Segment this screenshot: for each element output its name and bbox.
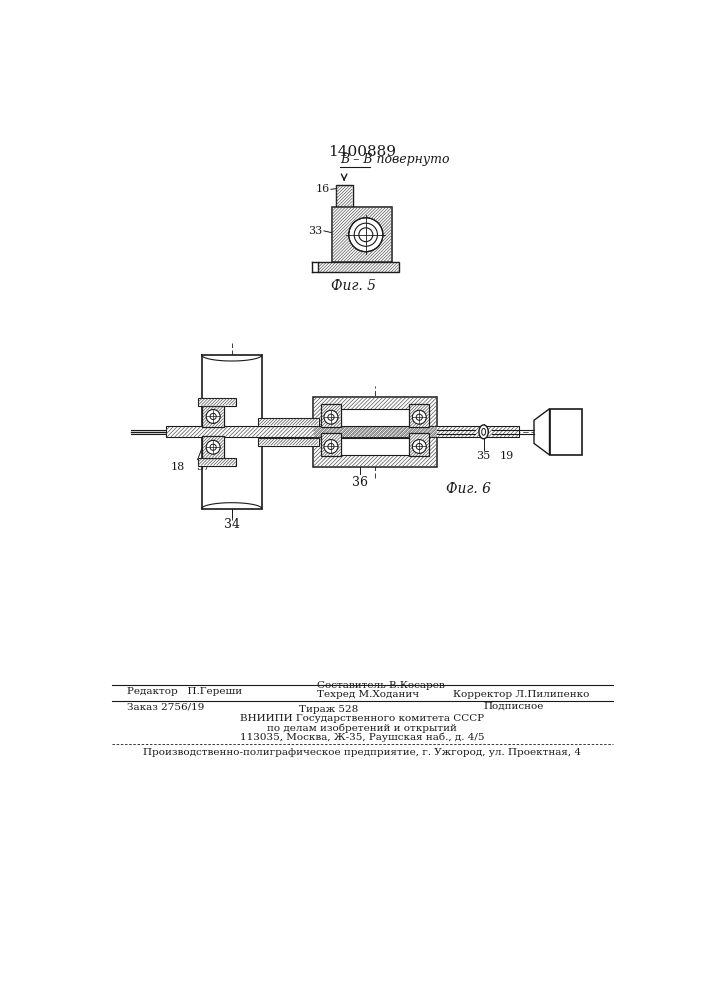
Circle shape xyxy=(324,440,338,453)
Ellipse shape xyxy=(481,428,486,435)
Bar xyxy=(202,406,224,427)
Text: ВНИИПИ Государственного комитета СССР: ВНИИПИ Государственного комитета СССР xyxy=(240,714,484,723)
Text: Корректор Л.Пилипенко: Корректор Л.Пилипенко xyxy=(452,690,589,699)
Circle shape xyxy=(416,443,422,450)
Text: по делам изобретений и открытий: по делам изобретений и открытий xyxy=(267,724,457,733)
Text: 34: 34 xyxy=(223,518,240,531)
Text: Техред М.Ходанич: Техред М.Ходанич xyxy=(317,690,419,699)
Ellipse shape xyxy=(479,425,489,439)
Bar xyxy=(321,404,341,427)
Text: 36: 36 xyxy=(351,476,368,489)
Circle shape xyxy=(359,228,373,242)
Bar xyxy=(202,436,224,458)
Bar xyxy=(322,438,428,455)
Text: 1400889: 1400889 xyxy=(328,145,396,159)
Text: 37: 37 xyxy=(196,462,210,472)
Circle shape xyxy=(412,410,426,424)
Circle shape xyxy=(416,414,422,420)
Circle shape xyxy=(210,444,216,450)
Bar xyxy=(258,418,319,426)
Bar xyxy=(409,404,429,427)
Bar xyxy=(198,398,236,406)
Circle shape xyxy=(324,410,338,424)
Bar xyxy=(313,397,437,466)
Text: 113035, Москва, Ж-35, Раушская наб., д. 4/5: 113035, Москва, Ж-35, Раушская наб., д. … xyxy=(240,733,484,742)
Circle shape xyxy=(328,443,334,450)
Circle shape xyxy=(412,440,426,453)
Bar xyxy=(258,438,319,446)
Bar xyxy=(322,409,428,426)
Bar xyxy=(332,207,392,262)
Bar xyxy=(201,355,262,509)
Polygon shape xyxy=(534,409,549,455)
Text: 33: 33 xyxy=(308,226,322,236)
Circle shape xyxy=(349,218,383,252)
Text: Заказ 2756/19: Заказ 2756/19 xyxy=(127,702,204,711)
Text: 18: 18 xyxy=(171,462,185,472)
Bar xyxy=(317,262,399,272)
Text: Редактор   П.Гереши: Редактор П.Гереши xyxy=(127,687,243,696)
Circle shape xyxy=(206,440,220,454)
Text: 19: 19 xyxy=(500,451,514,461)
Text: Производственно-полиграфическое предприятие, г. Ужгород, ул. Проектная, 4: Производственно-полиграфическое предприя… xyxy=(143,748,581,757)
Bar xyxy=(166,426,518,437)
Bar xyxy=(336,185,353,207)
Text: В – В повернуто: В – В повернуто xyxy=(340,153,450,166)
Text: 35: 35 xyxy=(477,451,491,461)
Bar xyxy=(549,409,582,455)
Bar xyxy=(409,433,429,456)
Text: Тираж 528: Тираж 528 xyxy=(299,705,358,714)
Bar xyxy=(198,458,236,466)
Circle shape xyxy=(206,410,220,423)
Text: Подписное: Подписное xyxy=(484,702,544,711)
Circle shape xyxy=(328,414,334,420)
Text: Фиг. 5: Фиг. 5 xyxy=(331,279,376,293)
Bar xyxy=(321,433,341,456)
Circle shape xyxy=(210,413,216,420)
Text: Фиг. 6: Фиг. 6 xyxy=(445,482,491,496)
Text: 16: 16 xyxy=(315,184,329,194)
Text: Составитель В.Косарев: Составитель В.Косарев xyxy=(317,681,445,690)
